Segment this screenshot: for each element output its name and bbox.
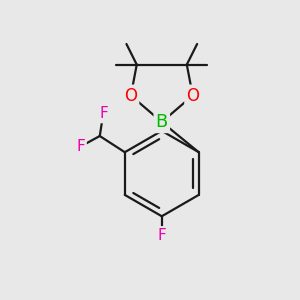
- Text: F: F: [76, 139, 85, 154]
- Text: B: B: [156, 113, 168, 131]
- Text: F: F: [158, 228, 166, 243]
- Text: F: F: [100, 106, 109, 122]
- Text: O: O: [186, 86, 199, 104]
- Text: O: O: [124, 86, 137, 104]
